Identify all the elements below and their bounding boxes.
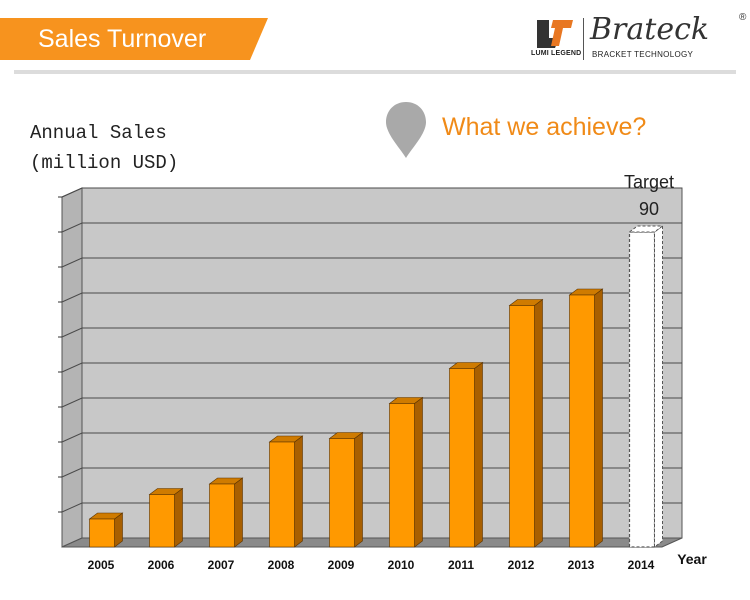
x-tick-label: 2008 [268, 558, 295, 572]
gridline [61, 222, 682, 233]
bar-target [628, 231, 656, 548]
y-axis-label: Annual Sales (million USD) [30, 118, 178, 178]
bar-target-top [628, 225, 664, 233]
bar-side [594, 288, 603, 548]
header-banner-shape [0, 18, 268, 60]
bar [329, 438, 355, 548]
x-tick-label: 2012 [508, 558, 535, 572]
x-tick-label: 2013 [568, 558, 595, 572]
brand-divider [583, 18, 584, 60]
gridline [61, 257, 682, 268]
header-banner-fill [0, 18, 268, 60]
bar [509, 305, 535, 548]
y-axis-label-line-2: (million USD) [30, 152, 179, 174]
brand-sublabel: LUMI LEGEND [531, 50, 582, 57]
logo-t-shape [551, 20, 573, 46]
gridline [61, 292, 682, 303]
location-pin-icon [386, 102, 426, 158]
bar-side [414, 396, 423, 548]
bar [149, 494, 175, 548]
header-divider [14, 70, 736, 74]
bar [269, 441, 295, 548]
bar-side [174, 487, 183, 548]
x-tick-label: 2014 [628, 558, 655, 572]
bar-side [474, 361, 483, 548]
y-axis-label-line-1: Annual Sales [30, 122, 167, 144]
x-tick-label: 2010 [388, 558, 415, 572]
x-tick-label: 2009 [328, 558, 355, 572]
brand-tagline: BRACKET TECHNOLOGY [592, 50, 694, 59]
gridline [61, 187, 682, 198]
bar [569, 294, 595, 548]
bar [209, 483, 235, 548]
x-tick-label: 2007 [208, 558, 235, 572]
bar-target-side [654, 225, 663, 548]
bar-side [234, 477, 243, 548]
bar [389, 403, 415, 548]
pin-shape [386, 102, 426, 158]
x-tick-label: 2011 [448, 558, 474, 572]
bar-side [294, 435, 303, 548]
lumi-legend-logo-icon [537, 20, 573, 48]
page-title: Sales Turnover [38, 25, 207, 53]
tagline: What we achieve? [442, 113, 647, 141]
gridline [61, 327, 682, 338]
x-tick-label: 2006 [148, 558, 175, 572]
x-axis-label: Year [677, 551, 707, 567]
header-banner [0, 18, 268, 60]
x-tick-label: 2005 [88, 558, 115, 572]
target-label: Target [624, 172, 674, 192]
registered-mark: ® [739, 12, 747, 23]
brand-name: Brateck [590, 12, 710, 47]
target-value-label: 90 [639, 199, 659, 219]
brand-logo: LUMI LEGEND Brateck BRACKET TECHNOLOGY ® [525, 12, 747, 64]
bar-side [534, 298, 543, 548]
bar-side [354, 431, 363, 548]
bar [449, 368, 475, 548]
bar [89, 518, 115, 548]
